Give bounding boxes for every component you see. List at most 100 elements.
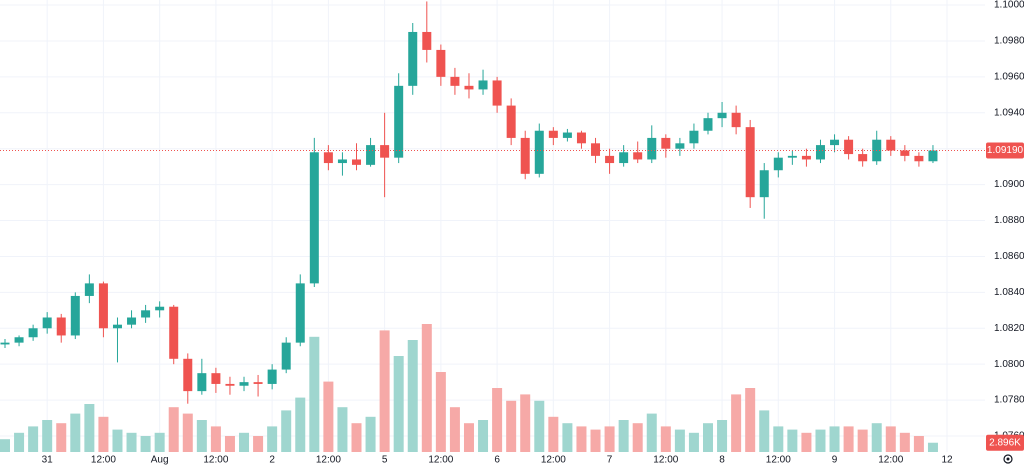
volume-bar: [857, 429, 868, 452]
volume-bar: [646, 413, 657, 452]
y-tick-label: 1.09600: [994, 72, 1024, 83]
y-tick-label: 1.07800: [994, 395, 1024, 406]
candle-body: [408, 31, 418, 86]
volume-bar: [632, 423, 643, 452]
candle-body: [478, 80, 488, 90]
candle-body: [661, 137, 671, 149]
candle-body: [773, 157, 783, 171]
volume-bar: [281, 410, 292, 452]
volume-bar: [913, 436, 924, 452]
volume-bar: [899, 432, 910, 452]
candle-body: [253, 382, 263, 384]
candle-body: [422, 31, 432, 50]
candle-body: [717, 112, 727, 119]
x-tick-label: 12:00: [203, 455, 228, 466]
volume-bar: [660, 426, 671, 452]
candle-body: [239, 382, 249, 386]
x-tick-label: 2: [269, 455, 275, 466]
candle-body: [211, 373, 221, 384]
candle-body: [70, 295, 80, 336]
price-label: 1.09190: [987, 145, 1024, 156]
candle-body: [731, 112, 741, 128]
volume-bar: [210, 426, 221, 452]
candle-body: [675, 143, 685, 149]
volume-bar: [56, 423, 67, 452]
candle-body: [436, 49, 446, 77]
volume-bar: [449, 407, 460, 452]
candle-body: [886, 139, 896, 151]
candle-body: [858, 154, 868, 162]
volume-bar: [42, 420, 53, 452]
candle-body: [98, 283, 108, 329]
candle-body: [844, 139, 854, 155]
candle-body: [267, 369, 277, 384]
candle-body: [506, 105, 516, 138]
volume-bar: [590, 429, 601, 452]
candle-body: [281, 342, 291, 370]
volume-bar: [393, 356, 404, 452]
volume-bar: [604, 426, 615, 452]
volume-bar: [253, 436, 264, 452]
x-tick-label: 6: [494, 455, 500, 466]
y-tick-label: 1.09400: [994, 107, 1024, 118]
volume-bar: [463, 423, 474, 452]
volume-bar: [224, 436, 235, 452]
volume-bar: [154, 432, 165, 452]
candle-body: [155, 306, 165, 311]
candle-body: [0, 342, 10, 345]
candle-body: [492, 80, 502, 106]
price-label-box: [986, 142, 1024, 159]
x-tick-label: 9: [832, 455, 838, 466]
volume-bar: [688, 432, 699, 452]
x-tick-label: 8: [719, 455, 725, 466]
candle-layer: [0, 1, 938, 404]
grid: [0, 0, 985, 452]
volume-bar: [28, 426, 39, 452]
settings-icon[interactable]: [1003, 454, 1013, 464]
volume-bar: [421, 324, 432, 452]
candle-body: [56, 317, 66, 336]
volume-bar: [759, 410, 770, 452]
candle-body: [928, 150, 938, 162]
candle-body: [619, 152, 629, 164]
volume-bar: [351, 423, 362, 452]
y-tick-label: 1.08600: [994, 251, 1024, 262]
candle-body: [42, 317, 52, 329]
candle-body: [633, 152, 643, 160]
candle-body: [605, 155, 615, 164]
volume-bar: [492, 388, 503, 452]
x-tick-label: 12:00: [878, 455, 903, 466]
volume-bar: [239, 432, 250, 452]
candle-body: [394, 85, 404, 158]
x-tick-label: 12:00: [653, 455, 678, 466]
candle-body: [14, 337, 24, 343]
y-tick-label: 1.08400: [994, 287, 1024, 298]
candle-body: [801, 155, 811, 160]
volume-bar: [618, 420, 629, 452]
volume-bar: [407, 340, 418, 452]
volume-bar: [182, 413, 193, 452]
volume-bar: [196, 420, 207, 452]
volume-bar: [562, 423, 573, 452]
volume-layer: [0, 324, 938, 452]
candle-body: [464, 85, 474, 90]
volume-bar: [337, 407, 348, 452]
volume-bar: [745, 388, 756, 452]
candle-body: [703, 118, 713, 131]
candle-body: [914, 155, 924, 162]
volume-bar: [126, 432, 137, 452]
volume-bar: [773, 426, 784, 452]
x-tick-label: 12:00: [91, 455, 116, 466]
volume-bar: [309, 336, 320, 452]
candle-body: [647, 137, 657, 160]
volume-bar: [801, 432, 812, 452]
volume-bar: [168, 407, 179, 452]
volume-bar: [787, 429, 798, 452]
candle-body: [815, 145, 825, 160]
volume-label: 2.896K: [989, 437, 1021, 448]
candle-body: [141, 310, 151, 318]
x-tick-label: 12:00: [541, 455, 566, 466]
candle-body: [520, 137, 530, 174]
candle-body: [689, 130, 699, 144]
